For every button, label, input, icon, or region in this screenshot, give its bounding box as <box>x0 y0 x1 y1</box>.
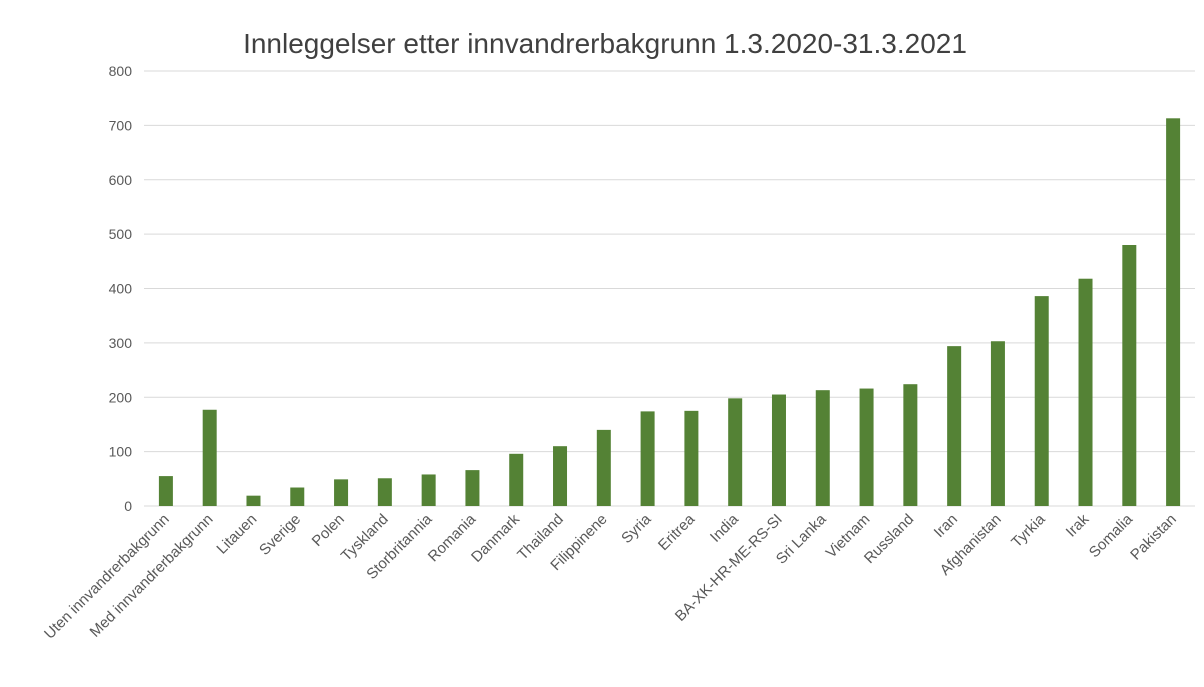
bar <box>158 476 173 506</box>
bar <box>728 398 743 506</box>
x-category-label: Syria <box>618 510 655 547</box>
x-category-label: Litauen <box>213 511 260 558</box>
y-tick-label: 600 <box>109 172 133 188</box>
bar <box>334 479 349 506</box>
y-tick-label: 800 <box>109 63 133 79</box>
bar <box>246 495 261 506</box>
x-category-label: Tyrkia <box>1008 510 1049 551</box>
y-tick-label: 500 <box>109 226 133 242</box>
x-category-label: Irak <box>1063 510 1093 540</box>
x-category-label: Polen <box>309 511 348 550</box>
x-category-label: Pakistan <box>1127 511 1180 564</box>
bar <box>1034 296 1049 506</box>
bar <box>859 388 874 506</box>
y-tick-label: 300 <box>109 335 133 351</box>
chart-title: Innleggelser etter innvandrerbakgrunn 1.… <box>243 28 967 59</box>
bar <box>771 394 786 506</box>
bar <box>1122 245 1137 506</box>
gridlines <box>144 70 1195 507</box>
x-category-label: India <box>707 510 742 545</box>
y-axis-tick-labels: 0 100 200 300 400 500 600 700 800 <box>109 63 133 514</box>
x-category-label: Danmark <box>468 510 523 565</box>
bar <box>684 410 699 506</box>
y-tick-label: 100 <box>109 444 133 460</box>
bar <box>947 346 962 506</box>
bar <box>640 411 655 506</box>
y-tick-label: 0 <box>124 498 132 514</box>
bar <box>1166 118 1181 507</box>
bars <box>158 118 1181 507</box>
bar <box>990 341 1005 506</box>
bar <box>421 474 436 506</box>
y-tick-label: 400 <box>109 281 133 297</box>
bar <box>202 409 217 506</box>
bar <box>1078 278 1093 506</box>
bar <box>815 390 830 506</box>
y-tick-label: 200 <box>109 389 133 405</box>
bar <box>903 384 918 506</box>
bar <box>596 429 611 506</box>
x-category-label: Iran <box>931 511 961 541</box>
bar <box>465 470 480 506</box>
x-category-label: Sverige <box>256 511 304 559</box>
bar <box>553 446 568 506</box>
bar <box>290 487 305 506</box>
x-category-label: Eritrea <box>655 510 699 554</box>
y-tick-label: 700 <box>109 117 133 133</box>
bar <box>509 453 524 506</box>
bar <box>377 478 392 506</box>
